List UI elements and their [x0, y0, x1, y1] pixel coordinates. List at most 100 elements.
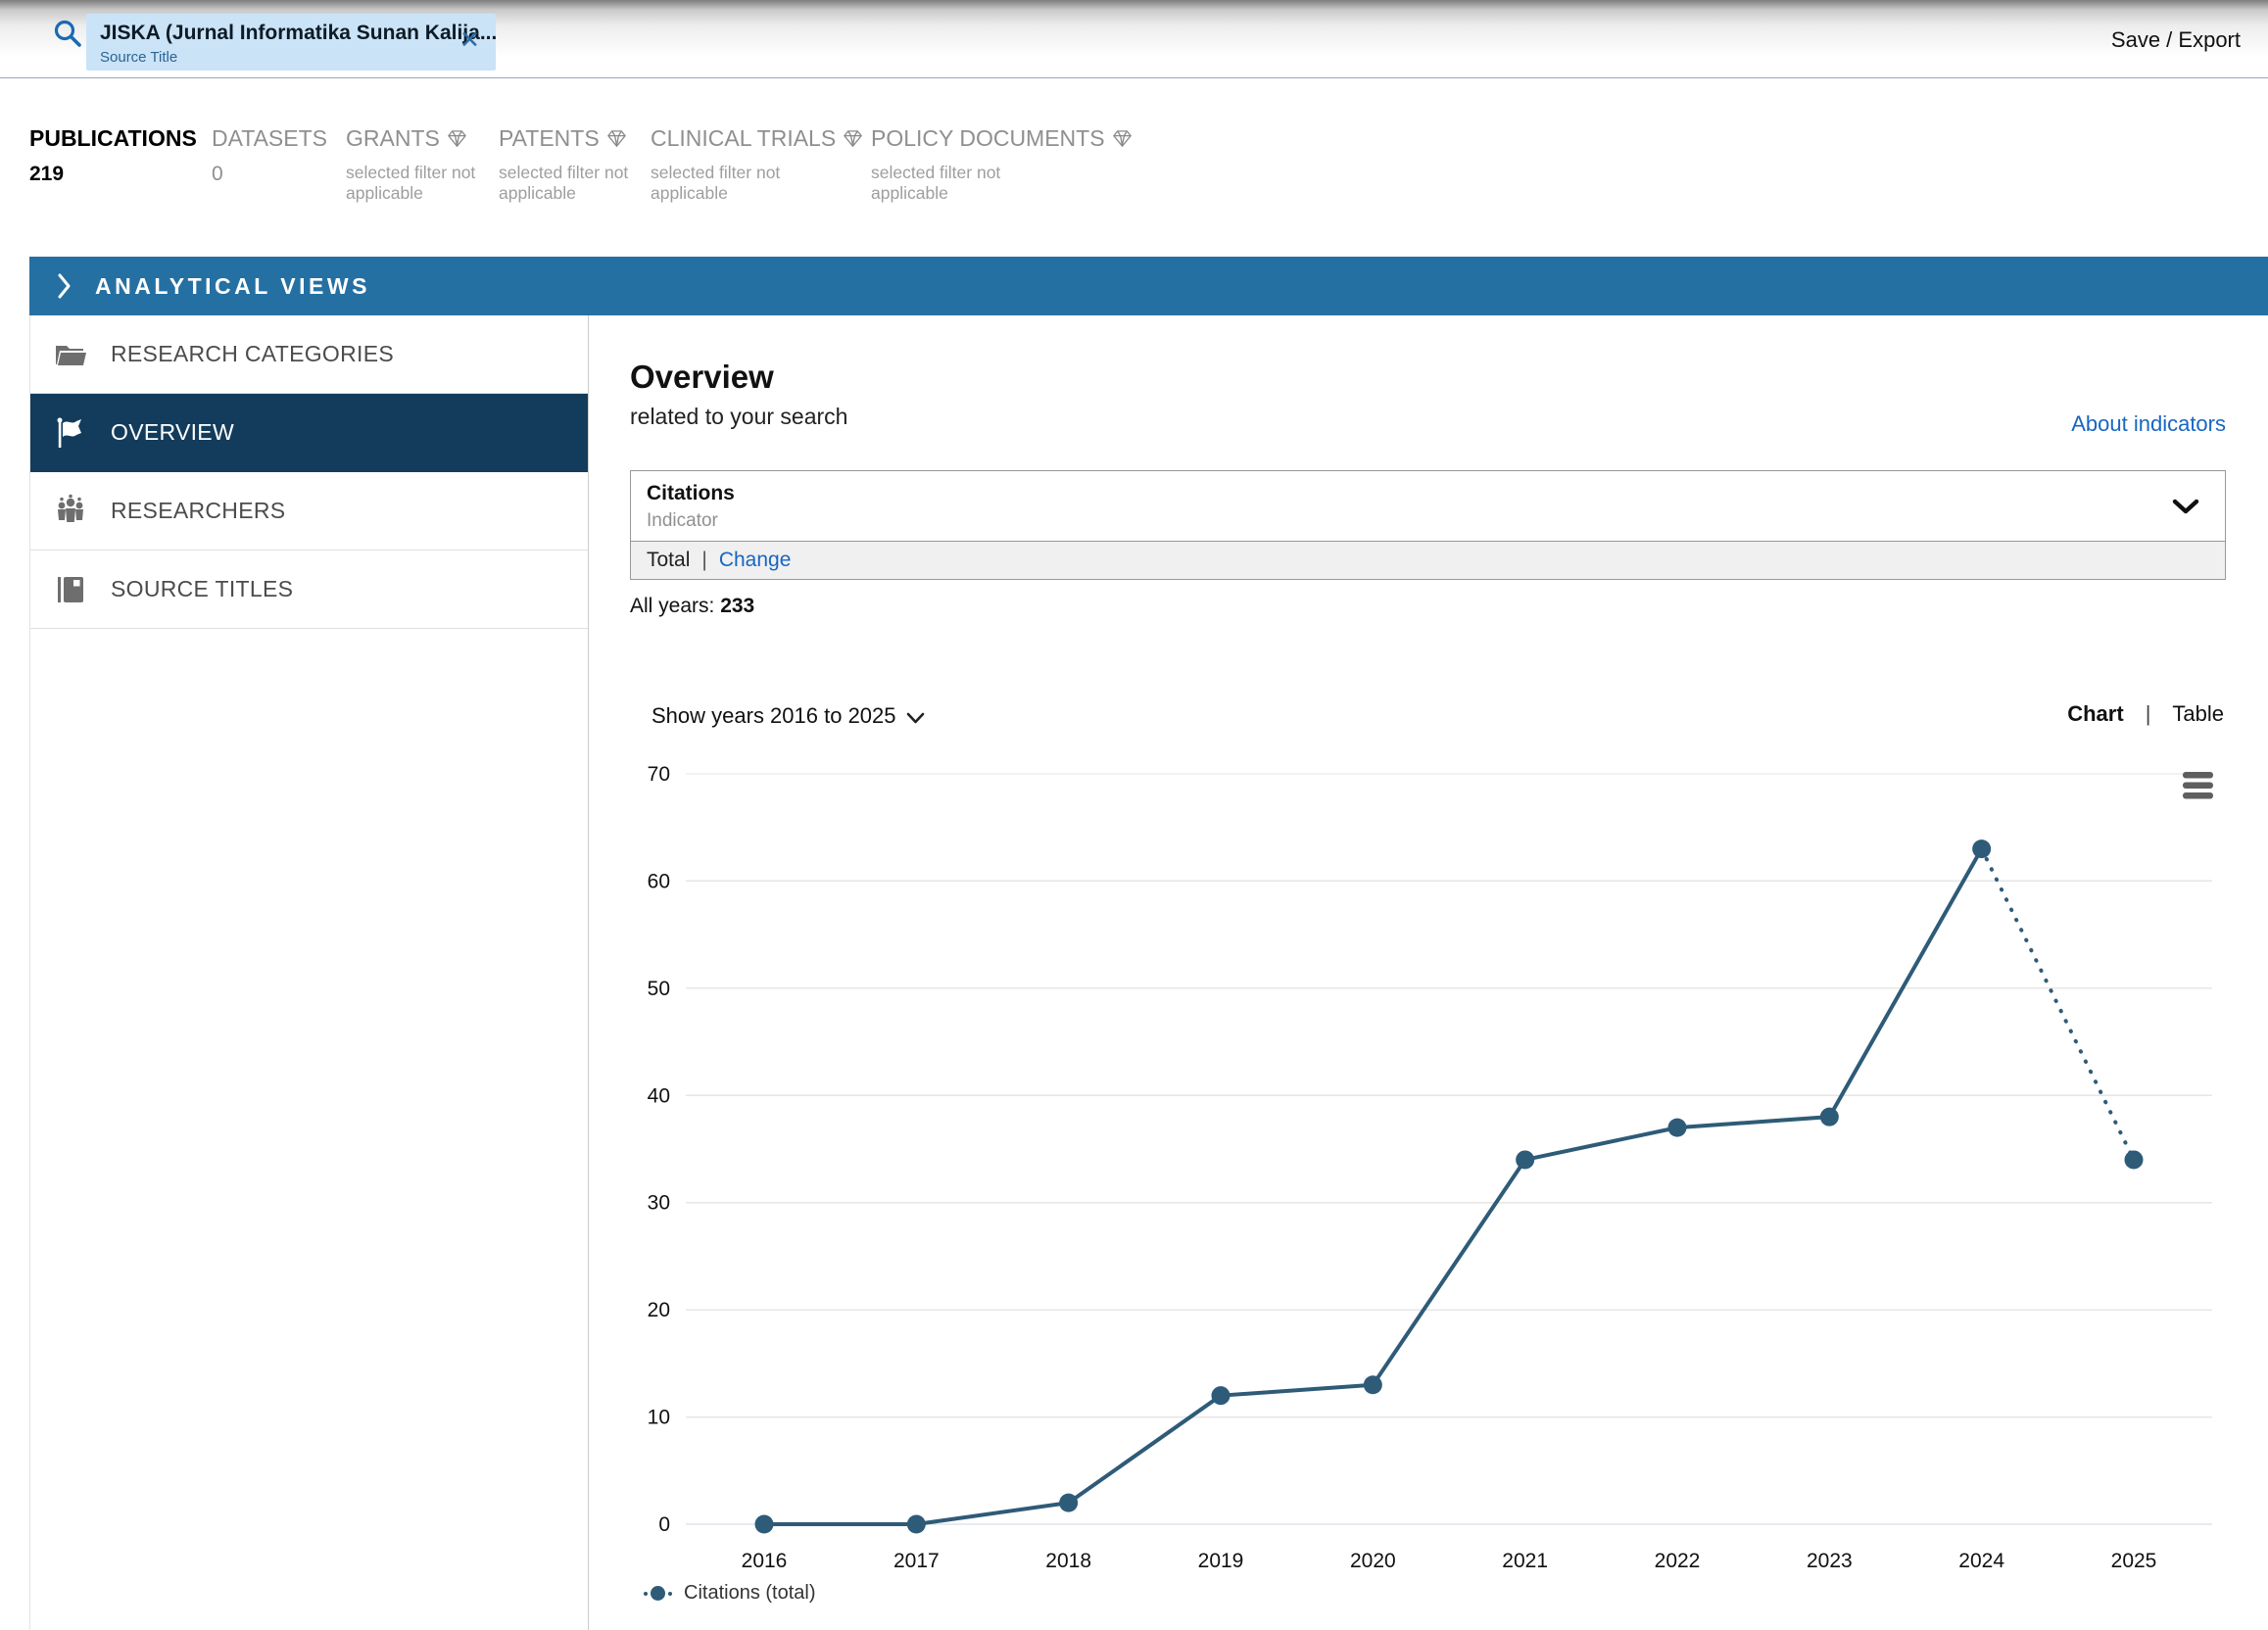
tab-policy-documents[interactable]: POLICY DOCUMENTS selected filter not app…: [871, 125, 1132, 205]
show-years-dropdown[interactable]: Show years 2016 to 2025: [651, 703, 925, 729]
x-axis-tick-label: 2025: [2111, 1550, 2157, 1572]
chevron-down-icon: [906, 712, 924, 724]
tab-clinical-trials-label: CLINICAL TRIALS: [651, 125, 837, 151]
tab-patents-label: PATENTS: [499, 125, 600, 151]
tab-patents[interactable]: PATENTS selected filter not applicable: [499, 125, 651, 205]
sidebar-item-research-categories[interactable]: RESEARCH CATEGORIES: [30, 315, 588, 394]
data-point-marker[interactable]: [1667, 1118, 1687, 1137]
sidebar-item-label: SOURCE TITLES: [111, 576, 294, 601]
data-point-marker[interactable]: [2124, 1150, 2144, 1170]
sidebar-item-source-titles[interactable]: SOURCE TITLES: [30, 551, 588, 629]
y-axis-tick-label: 60: [648, 870, 670, 892]
x-axis-tick-label: 2024: [1958, 1550, 2004, 1572]
gem-icon: [606, 130, 626, 148]
data-point-marker[interactable]: [906, 1514, 926, 1534]
mode-divider: |: [701, 549, 707, 571]
chevron-right-icon: [58, 273, 71, 299]
toggle-chart[interactable]: Chart: [2067, 701, 2124, 726]
sidebar-item-label: RESEARCHERS: [111, 498, 286, 523]
y-axis-tick-label: 20: [648, 1299, 670, 1321]
x-axis-tick-label: 2022: [1655, 1550, 1701, 1572]
tab-datasets-count: 0: [212, 163, 223, 185]
all-years-value: 233: [720, 595, 755, 617]
search-filter-chip[interactable]: JISKA (Jurnal Informatika Sunan Kalija..…: [86, 14, 498, 71]
page-title: Overview: [630, 359, 774, 395]
result-type-tabs: PUBLICATIONS 219 DATASETS 0 GRANTS selec…: [29, 125, 1132, 205]
show-years-label: Show years 2016 to 2025: [651, 703, 896, 728]
tab-datasets[interactable]: DATASETS 0: [212, 125, 346, 205]
legend-item-citations-total[interactable]: Citations (total): [644, 1582, 816, 1605]
series-line-projected: [1979, 846, 2136, 1162]
y-axis-tick-label: 50: [648, 978, 670, 1000]
sidebar-item-researchers[interactable]: RESEARCHERS: [30, 472, 588, 551]
x-axis-tick-label: 2019: [1198, 1550, 1244, 1572]
indicator-select-label: Indicator: [647, 510, 718, 531]
y-axis-tick-label: 30: [648, 1192, 670, 1215]
sidebar-item-overview[interactable]: OVERVIEW: [30, 394, 588, 472]
data-point-marker[interactable]: [1819, 1107, 1839, 1127]
tab-patents-note: selected filter not applicable: [499, 163, 629, 204]
citations-line-chart: 0 10 20 30 40 50 60 70 2016 2017 2018 2019 2020 2021 2…: [648, 763, 2213, 1572]
y-axis-tick-label: 0: [658, 1513, 670, 1536]
tab-publications-label: PUBLICATIONS: [29, 125, 197, 151]
data-point-marker[interactable]: [1059, 1493, 1079, 1512]
journal-icon: [58, 576, 83, 602]
data-point-marker[interactable]: [1972, 839, 1992, 859]
search-filter-chip-title: JISKA (Jurnal Informatika Sunan Kalija..…: [100, 22, 498, 44]
x-axis-tick-label: 2020: [1350, 1550, 1396, 1572]
search-filter-chip-type: Source Title: [100, 49, 178, 66]
legend-label: Citations (total): [684, 1582, 816, 1604]
about-indicators-link[interactable]: About indicators: [2071, 411, 2226, 436]
chart-table-toggle: Chart | Table: [2067, 701, 2224, 727]
tab-clinical-trials[interactable]: CLINICAL TRIALS selected filter not appl…: [651, 125, 871, 205]
folder-icon: [56, 345, 86, 365]
chart-container: 0 10 20 30 40 50 60 70 2016 2017 2018 2019 2020 2021 2…: [627, 752, 2242, 1591]
toggle-table[interactable]: Table: [2172, 701, 2224, 726]
x-axis-tick-label: 2023: [1807, 1550, 1853, 1572]
indicator-select-value: Citations: [647, 482, 735, 504]
save-export-button[interactable]: Save / Export: [2110, 27, 2241, 52]
chip-close-icon[interactable]: ✕: [459, 26, 480, 54]
x-axis-tick-label: 2017: [893, 1550, 940, 1572]
analytical-views-title: ANALYTICAL VIEWS: [95, 272, 370, 299]
chart-context-menu-button[interactable]: [2183, 772, 2213, 799]
page-subtitle: related to your search: [630, 404, 848, 429]
flag-icon: [57, 417, 81, 448]
people-icon: [58, 494, 83, 522]
x-axis-tick-label: 2021: [1502, 1550, 1548, 1572]
tab-grants[interactable]: GRANTS selected filter not applicable: [346, 125, 499, 205]
toggle-divider: |: [2145, 701, 2151, 726]
sidebar-item-label: RESEARCH CATEGORIES: [111, 341, 394, 366]
all-years-label: All years:: [630, 595, 715, 617]
header: JISKA (Jurnal Informatika Sunan Kalija..…: [0, 0, 2268, 78]
sidebar-item-label: OVERVIEW: [111, 419, 234, 445]
mode-change-link[interactable]: Change: [718, 549, 792, 571]
data-point-marker[interactable]: [754, 1514, 774, 1534]
gem-icon: [447, 130, 466, 148]
y-axis-tick-label: 10: [648, 1407, 670, 1429]
legend-marker: [644, 1586, 672, 1601]
analytical-views-bar[interactable]: ANALYTICAL VIEWS: [29, 257, 2268, 315]
data-point-marker[interactable]: [1211, 1386, 1231, 1406]
gem-icon: [844, 130, 863, 148]
tab-policy-documents-label: POLICY DOCUMENTS: [871, 125, 1105, 151]
indicator-select[interactable]: Citations Indicator: [630, 470, 2226, 542]
tab-grants-note: selected filter not applicable: [346, 163, 476, 204]
tab-publications-count: 219: [29, 163, 65, 185]
data-point-marker[interactable]: [1363, 1375, 1382, 1395]
tab-datasets-label: DATASETS: [212, 125, 327, 151]
gem-icon: [1112, 130, 1132, 148]
search-icon: [51, 18, 84, 51]
data-point-marker[interactable]: [1516, 1150, 1535, 1170]
mode-total[interactable]: Total: [647, 549, 691, 571]
tab-grants-label: GRANTS: [346, 125, 440, 151]
series-line: [764, 847, 1984, 1526]
tab-policy-documents-note: selected filter not applicable: [871, 163, 1001, 204]
chevron-down-icon: [2172, 499, 2199, 514]
analytical-views-sidebar: RESEARCH CATEGORIES OVERVIEW RES: [29, 315, 589, 1630]
tab-publications[interactable]: PUBLICATIONS 219: [29, 125, 212, 205]
all-years-total: All years: 233: [630, 595, 754, 618]
y-axis-tick-label: 70: [648, 763, 670, 786]
x-axis-tick-label: 2018: [1045, 1550, 1091, 1572]
